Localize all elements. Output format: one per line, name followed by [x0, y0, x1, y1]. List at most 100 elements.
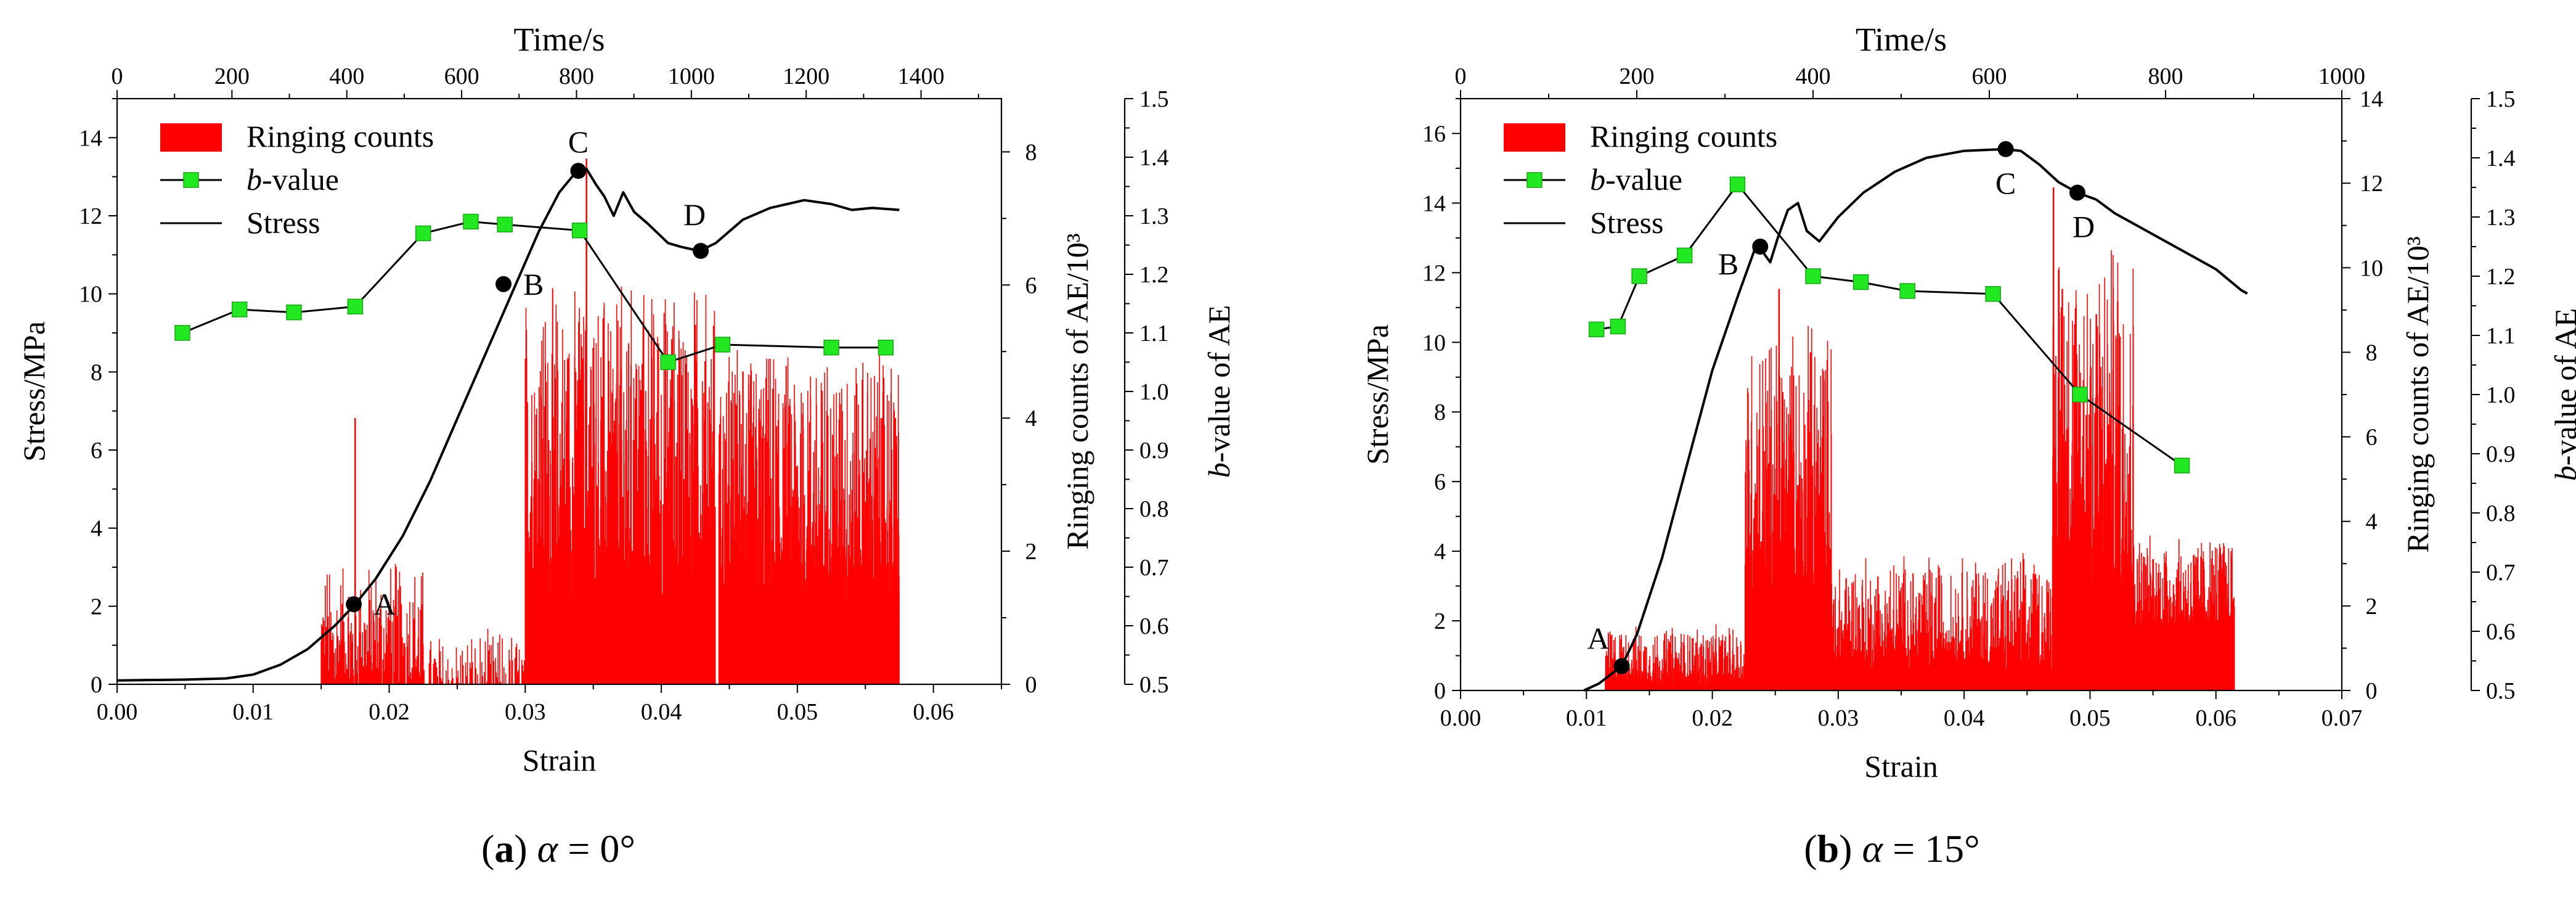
panel-b-bvalue-marker [1805, 268, 1821, 284]
panel-a-bvalue-marker [497, 216, 513, 232]
panel-b-ringing-bars-segment [2134, 535, 2235, 690]
panel-a-y2-tick-label: 0 [1025, 672, 1037, 698]
panel-a-top-tick-label: 200 [214, 63, 250, 89]
panel-b-bvalue-marker [1676, 247, 1693, 264]
panel-b-top-tick-label: 400 [1796, 63, 1831, 89]
panel-b-top-tick-label: 600 [1972, 63, 2007, 89]
panel-a-top-axis-label: Time/s [513, 21, 605, 58]
panel-a-y3-tick-label: 1.0 [1139, 379, 1169, 405]
panel-a-top-tick-label: 1400 [898, 63, 945, 89]
panel-b-bvalue-marker [2174, 457, 2190, 473]
panel-b-y-tick-label: 0 [1434, 678, 1446, 704]
panel-b-legend-ringing-label: Ringing counts [1590, 119, 1777, 154]
panel-a-key-point-a [346, 596, 362, 613]
panel-b-ringing-bars-segment [1744, 326, 1832, 690]
panel-a-y3-tick-label: 0.6 [1139, 613, 1169, 639]
panel-b-key-point-label: D [2073, 209, 2095, 244]
panel-b-y2-tick-label: 8 [2366, 340, 2378, 366]
panel-b-y3-tick-label: 0.9 [2486, 441, 2516, 467]
panel-b-y-tick-label: 10 [1422, 330, 1446, 356]
panel-a-y3-tick-label: 0.7 [1139, 555, 1169, 581]
panel-b-caption-open: ( [1804, 827, 1817, 870]
panel-b-y-tick-label: 6 [1434, 469, 1446, 495]
panel-a-y3-tick-label: 1.3 [1139, 203, 1169, 229]
panel-a-y-tick-label: 2 [91, 594, 102, 620]
panel-b-y3-axis-label-italic: b [2548, 465, 2576, 481]
panel-b-caption-letter: b [1817, 827, 1840, 870]
panel-a-x-tick-label: 0.03 [505, 699, 546, 725]
panel-b-top-tick-label: 1000 [2318, 63, 2365, 89]
panel-b-y2-tick-label: 12 [2360, 171, 2383, 197]
panel-a-bvalue-marker [571, 223, 588, 239]
panel-b-ringing-bars-segment [2052, 250, 2135, 690]
panel-a-bvalue-marker [174, 325, 190, 341]
panel-b-caption: (b) α = 15° [1804, 827, 1980, 870]
panel-a-bvalue-marker [660, 354, 676, 371]
panel-b-y2-tick-label: 4 [2366, 509, 2378, 535]
panel-a-x-axis-label: Strain [523, 743, 596, 777]
panel-b-key-point-b [1752, 239, 1769, 255]
panel-b-top-tick-label: 0 [1455, 63, 1467, 89]
panel-a-top-tick-label: 600 [444, 63, 479, 89]
panel-b-y3-tick-label: 1.4 [2486, 145, 2516, 171]
panel-b-bvalue-marker [1631, 268, 1647, 284]
panel-a-stress-line [116, 168, 900, 682]
panel-a-key-point-label: B [523, 267, 544, 301]
panel-a-x-tick-label: 0.06 [913, 699, 954, 725]
panel-a-x-tick-label: 0.00 [97, 699, 138, 725]
panel-a-y3-axis-label-italic: b [1202, 462, 1236, 478]
panel-a-caption-letter: a [494, 827, 514, 870]
panel-b-y-tick-label: 12 [1422, 260, 1446, 286]
panel-b-bvalue-marker [1729, 176, 1746, 192]
panel-b-y2-tick-label: 6 [2366, 425, 2378, 451]
panel-a-y-tick-label: 8 [91, 359, 102, 385]
panel-a-legend-ringing-swatch [160, 123, 222, 152]
panel-b-y3-tick-label: 0.8 [2486, 501, 2516, 526]
panel-a-y-tick-label: 12 [79, 203, 102, 229]
panel-b-x-tick-label: 0.00 [1440, 705, 1482, 731]
panel-b-key-point-label: B [1718, 247, 1738, 281]
panel-b-y2-tick-label: 0 [2366, 678, 2378, 704]
panel-a-legend-stress-label: Stress [247, 205, 320, 240]
panel-a-top-tick-label: 1000 [668, 63, 715, 89]
panel-b-y3-tick-label: 1.5 [2486, 86, 2516, 112]
panel-b-stress-line [1583, 147, 2248, 692]
panel-a-key-point-c [570, 163, 587, 179]
panel-a-legend-bvalue-italic: b [247, 162, 262, 197]
panel-b-x-tick-label: 0.07 [2321, 705, 2363, 731]
panel-b-bvalue-marker [1899, 283, 1915, 299]
panel-b-bvalue-marker [1985, 286, 2001, 302]
panel-a-key-point-label: C [568, 125, 589, 159]
panel-a-caption-value: = 0° [558, 827, 635, 870]
panel-a-ringing-bars-segment [422, 628, 525, 684]
panel-a-x-tick-label: 0.02 [369, 699, 410, 725]
panel-b-key-point-label: C [1995, 166, 2016, 200]
panel-a-y2-tick-label: 6 [1025, 272, 1037, 298]
panel-b-caption-value: = 15° [1883, 827, 1980, 870]
panel-b-y-tick-label: 16 [1422, 121, 1446, 147]
panel-a-legend-ringing-label: Ringing counts [247, 119, 434, 154]
panel-a-y2-tick-label: 8 [1025, 139, 1037, 165]
panel-a-y-tick-label: 0 [91, 672, 102, 698]
panel-a-x-tick-label: 0.05 [777, 699, 818, 725]
panel-a-y3-tick-label: 1.2 [1139, 262, 1169, 288]
panel-a-bvalue-marker [878, 340, 894, 356]
panel-a-key-point-d [693, 243, 709, 259]
panel-a-top-tick-label: 1200 [783, 63, 829, 89]
panel-b-y-tick-label: 2 [1434, 608, 1446, 634]
panel-b-y3-tick-label: 1.0 [2486, 382, 2516, 408]
panel-b-legend-bvalue-label: b-value [1590, 162, 1682, 197]
panel-a-key-point-label: D [683, 197, 706, 232]
panel-a-bvalue-marker [714, 337, 731, 353]
panel-b-top-tick-label: 800 [2148, 63, 2183, 89]
panel-a-y3-axis-label: b-value of AE [1202, 305, 1236, 478]
panel-b-top-tick-label: 200 [1620, 63, 1655, 89]
panel-a-bvalue-marker [823, 340, 839, 356]
panel-a-y2-tick-label: 4 [1025, 406, 1037, 432]
panel-b-key-point-d [2069, 184, 2085, 201]
panel-a-y-tick-label: 4 [91, 516, 102, 542]
panel-b-legend-bvalue-italic: b [1590, 162, 1605, 197]
panel-a-bvalue-marker [286, 305, 302, 321]
panel-a-y3-tick-label: 1.1 [1139, 321, 1169, 346]
